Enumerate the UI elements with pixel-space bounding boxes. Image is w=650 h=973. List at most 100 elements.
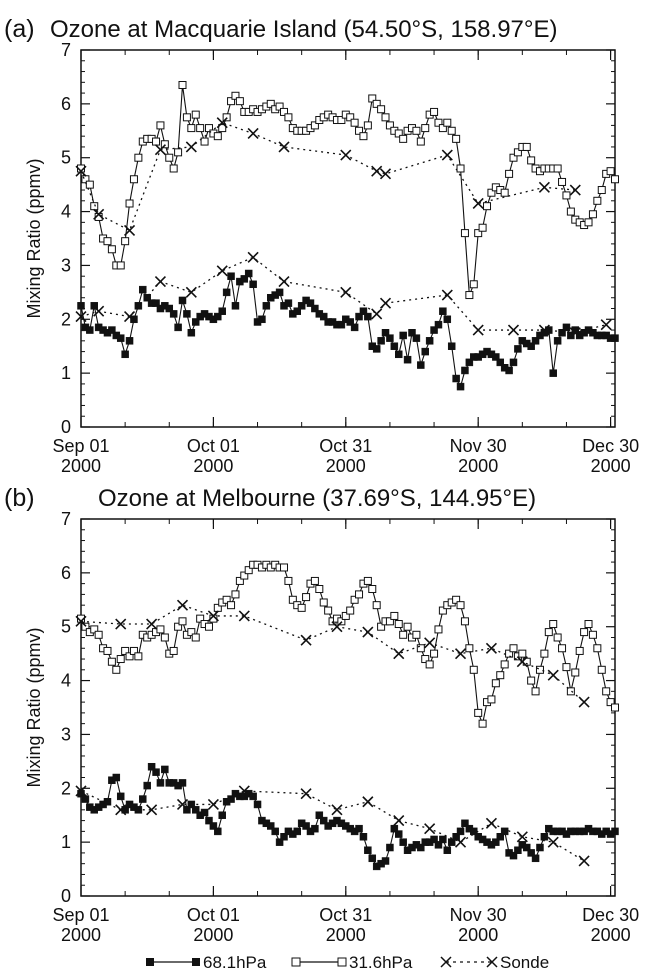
data-point-31	[505, 649, 514, 658]
data-point-31	[341, 611, 350, 620]
data-point-sonde	[371, 165, 383, 177]
data-point-68	[178, 296, 187, 305]
data-point-sonde	[238, 610, 250, 622]
data-point-68	[86, 326, 94, 334]
data-point-31	[191, 633, 200, 642]
data-point-sonde	[331, 804, 343, 816]
data-point-sonde	[300, 788, 312, 800]
data-point-31	[213, 132, 222, 141]
legend-marker-sonde-end	[486, 956, 498, 968]
data-point-68	[611, 334, 619, 342]
data-point-68	[611, 827, 619, 836]
data-point-68	[558, 329, 566, 337]
data-point-sonde	[393, 648, 405, 660]
data-point-68	[297, 302, 306, 310]
data-point-sonde	[362, 796, 374, 808]
y-tick-label: 2	[61, 778, 71, 798]
data-point-31	[169, 164, 178, 173]
data-point-68	[209, 822, 218, 830]
data-point-sonde	[146, 804, 158, 816]
data-point-31	[496, 671, 505, 680]
data-point-68	[139, 795, 147, 803]
data-point-68	[143, 293, 151, 302]
data-point-68	[187, 329, 196, 337]
x-tick-label: Sep 01	[52, 436, 109, 456]
x-tick-year-label: 2000	[61, 925, 101, 945]
data-point-31	[346, 606, 355, 615]
data-point-sonde	[424, 823, 436, 835]
y-tick-label: 7	[61, 509, 71, 529]
data-point-sonde	[75, 165, 87, 177]
data-point-68	[81, 795, 90, 803]
data-point-68	[430, 835, 438, 844]
data-point-31	[227, 601, 236, 610]
data-point-31	[478, 223, 487, 232]
legend-label-68: 68.1hPa	[203, 953, 267, 972]
data-point-68	[390, 342, 399, 350]
data-point-68	[262, 302, 271, 310]
data-point-31	[350, 595, 359, 604]
data-point-68	[527, 342, 535, 350]
data-point-31	[487, 188, 496, 197]
data-point-68	[275, 838, 284, 846]
data-point-31	[103, 237, 112, 246]
data-point-31	[430, 107, 439, 116]
data-point-68	[549, 369, 557, 377]
x-tick-label: Oct 01	[187, 436, 240, 456]
data-point-68	[293, 827, 301, 836]
plot-frame	[80, 518, 616, 897]
x-tick-year-label: 2000	[326, 456, 366, 476]
data-point-68	[553, 337, 562, 345]
data-point-31	[571, 668, 580, 677]
data-point-31	[297, 603, 306, 612]
data-point-31	[178, 617, 187, 626]
data-point-68	[218, 811, 226, 819]
data-point-31	[319, 598, 328, 607]
data-point-sonde	[176, 798, 189, 811]
data-point-31	[160, 633, 169, 642]
data-point-68	[492, 353, 500, 361]
data-point-68	[522, 843, 531, 852]
legend-label-sonde: Sonde	[500, 953, 549, 972]
x-tick-year-label: 2000	[591, 925, 631, 945]
data-point-31	[196, 614, 205, 623]
data-point-31	[588, 630, 597, 639]
data-point-31	[152, 137, 161, 146]
data-point-31	[385, 121, 394, 130]
data-point-31	[509, 153, 518, 162]
data-point-31	[346, 113, 355, 122]
data-point-68	[461, 366, 469, 375]
data-point-68	[134, 302, 143, 310]
data-point-68	[531, 337, 540, 345]
data-point-sonde	[278, 141, 290, 153]
data-point-68	[461, 819, 469, 828]
y-tick-label: 3	[61, 724, 71, 744]
data-point-sonde	[300, 634, 312, 646]
data-point-31	[377, 105, 386, 114]
data-point-31	[584, 620, 593, 629]
data-point-68	[116, 334, 125, 342]
data-point-68	[421, 347, 429, 356]
data-point-31	[324, 606, 333, 615]
data-point-31	[606, 167, 615, 176]
data-point-31	[288, 595, 297, 604]
data-point-31	[284, 113, 293, 122]
data-point-68	[152, 768, 160, 776]
data-point-sonde	[278, 276, 290, 288]
chart-title-a: Ozone at Macquarie Island (54.50°S, 158.…	[50, 16, 558, 43]
panel-macquarie: (a) Ozone at Macquarie Island (54.50°S, …	[4, 15, 639, 476]
x-tick-year-label: 2000	[458, 925, 498, 945]
data-point-sonde	[331, 621, 343, 633]
data-point-31	[156, 625, 165, 634]
data-point-68	[434, 320, 443, 329]
data-point-31	[90, 625, 99, 634]
data-point-31	[394, 129, 403, 138]
data-point-31	[580, 628, 589, 637]
data-point-31	[566, 687, 575, 696]
data-point-sonde	[340, 286, 352, 298]
data-point-31	[103, 646, 112, 655]
data-point-31	[421, 124, 430, 133]
data-point-31	[240, 571, 249, 580]
data-point-31	[452, 134, 461, 143]
data-point-68	[183, 310, 191, 318]
